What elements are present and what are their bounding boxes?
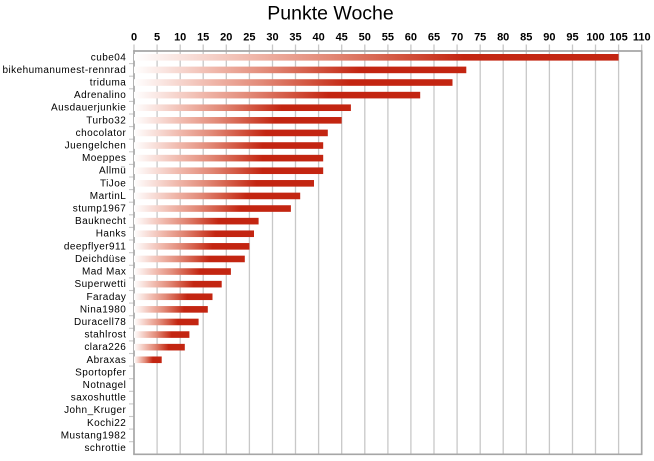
- svg-text:clara226: clara226: [84, 342, 126, 353]
- svg-text:Duracell78: Duracell78: [74, 317, 126, 328]
- svg-text:bikehumanumest-rennrad: bikehumanumest-rennrad: [2, 65, 126, 76]
- svg-text:Kochi22: Kochi22: [87, 418, 126, 429]
- svg-text:stahlrost: stahlrost: [84, 330, 126, 341]
- svg-text:30: 30: [266, 32, 278, 44]
- svg-text:Bauknecht: Bauknecht: [75, 216, 126, 227]
- svg-text:90: 90: [543, 32, 555, 44]
- svg-text:John_Kruger: John_Kruger: [64, 405, 126, 416]
- svg-text:Abraxas: Abraxas: [86, 355, 126, 366]
- svg-text:TiJoe: TiJoe: [100, 178, 126, 189]
- svg-text:65: 65: [428, 32, 440, 44]
- svg-text:20: 20: [220, 32, 232, 44]
- svg-text:stump1967: stump1967: [73, 204, 127, 215]
- svg-text:5: 5: [154, 32, 160, 44]
- svg-text:10: 10: [174, 32, 186, 44]
- svg-text:saxoshuttle: saxoshuttle: [71, 393, 127, 404]
- svg-text:chocolator: chocolator: [76, 128, 127, 139]
- svg-text:Punkte Woche: Punkte Woche: [267, 3, 393, 25]
- svg-text:cube04: cube04: [91, 52, 127, 63]
- svg-text:Allmü: Allmü: [99, 166, 126, 177]
- svg-text:100: 100: [586, 32, 604, 44]
- svg-text:MartinL: MartinL: [90, 191, 127, 202]
- svg-text:Nina1980: Nina1980: [80, 304, 126, 315]
- svg-text:Juengelchen: Juengelchen: [65, 141, 127, 152]
- svg-text:85: 85: [520, 32, 532, 44]
- svg-text:75: 75: [474, 32, 486, 44]
- svg-text:25: 25: [243, 32, 255, 44]
- svg-text:45: 45: [336, 32, 348, 44]
- svg-text:Turbo32: Turbo32: [86, 115, 126, 126]
- svg-text:Superwetti: Superwetti: [75, 279, 127, 290]
- svg-text:35: 35: [289, 32, 301, 44]
- svg-text:40: 40: [312, 32, 324, 44]
- svg-text:50: 50: [359, 32, 371, 44]
- svg-text:95: 95: [566, 32, 578, 44]
- svg-text:Sportopfer: Sportopfer: [75, 367, 126, 378]
- svg-text:70: 70: [451, 32, 463, 44]
- svg-text:Hanks: Hanks: [96, 229, 127, 240]
- svg-text:deepflyer911: deepflyer911: [64, 241, 126, 252]
- svg-text:Faraday: Faraday: [86, 292, 126, 303]
- svg-text:triduma: triduma: [90, 78, 127, 89]
- svg-text:Ausdauerjunkie: Ausdauerjunkie: [51, 103, 126, 114]
- svg-text:Notnagel: Notnagel: [83, 380, 127, 391]
- svg-text:0: 0: [131, 32, 137, 44]
- svg-text:105: 105: [609, 32, 627, 44]
- svg-text:Adrenalino: Adrenalino: [74, 90, 126, 101]
- svg-text:schrottie: schrottie: [84, 443, 126, 454]
- svg-text:110: 110: [633, 32, 651, 44]
- svg-text:Mad Max: Mad Max: [82, 267, 126, 278]
- svg-text:60: 60: [405, 32, 417, 44]
- svg-text:Moeppes: Moeppes: [82, 153, 126, 164]
- svg-text:80: 80: [497, 32, 509, 44]
- svg-text:55: 55: [382, 32, 394, 44]
- svg-text:Mustang1982: Mustang1982: [61, 430, 127, 441]
- svg-text:15: 15: [197, 32, 209, 44]
- svg-text:Deichdüse: Deichdüse: [75, 254, 126, 265]
